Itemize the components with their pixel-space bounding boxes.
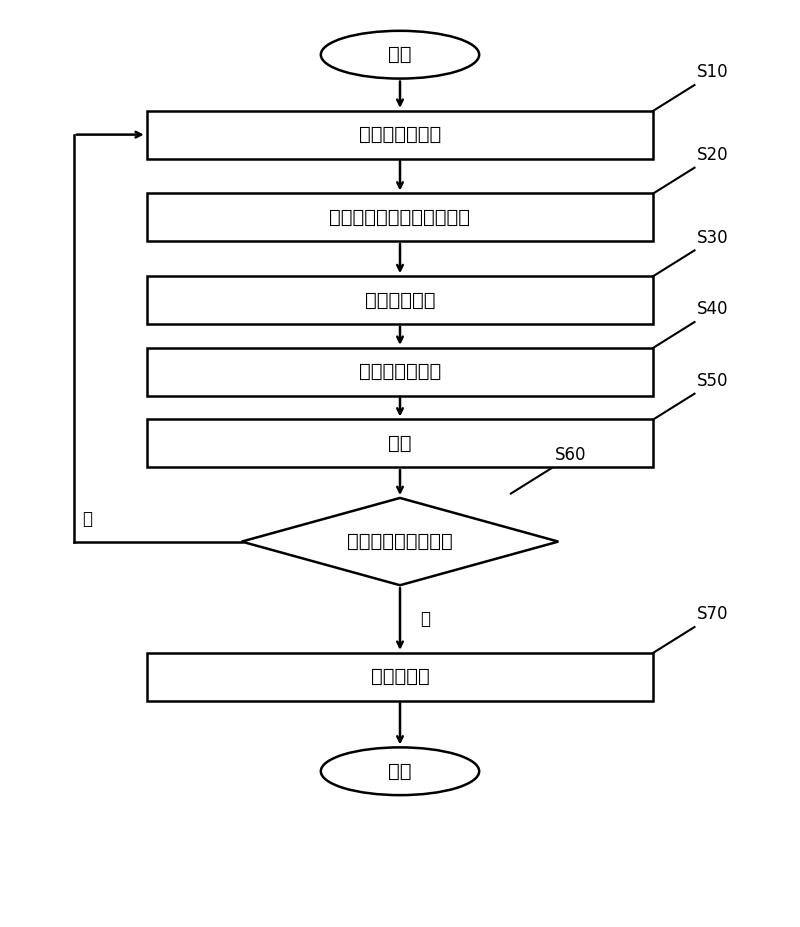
FancyBboxPatch shape bbox=[146, 110, 654, 159]
FancyBboxPatch shape bbox=[146, 419, 654, 467]
Text: 反馈: 反馈 bbox=[388, 434, 412, 452]
Polygon shape bbox=[242, 498, 558, 585]
FancyBboxPatch shape bbox=[146, 276, 654, 324]
Text: S20: S20 bbox=[697, 146, 729, 164]
Text: S10: S10 bbox=[697, 63, 729, 82]
Text: S70: S70 bbox=[697, 605, 728, 623]
Ellipse shape bbox=[321, 31, 479, 79]
Text: S60: S60 bbox=[554, 446, 586, 464]
FancyBboxPatch shape bbox=[146, 348, 654, 396]
Text: S40: S40 bbox=[697, 300, 728, 318]
Text: 停止高频振荡器: 停止高频振荡器 bbox=[359, 362, 441, 381]
Text: S30: S30 bbox=[697, 229, 729, 247]
Text: S50: S50 bbox=[697, 372, 728, 390]
Text: 启动高频振荡器: 启动高频振荡器 bbox=[359, 125, 441, 144]
Text: 随机数输出: 随机数输出 bbox=[370, 667, 430, 686]
Text: 利用亚稳态产生初始种子数: 利用亚稳态产生初始种子数 bbox=[330, 208, 470, 227]
Ellipse shape bbox=[321, 747, 479, 795]
Text: 所有位都经过处理？: 所有位都经过处理？ bbox=[347, 532, 453, 551]
Text: 计算误差扩散: 计算误差扩散 bbox=[365, 290, 435, 310]
FancyBboxPatch shape bbox=[146, 653, 654, 701]
Text: 结束: 结束 bbox=[388, 762, 412, 781]
Text: 开始: 开始 bbox=[388, 45, 412, 64]
Text: 是: 是 bbox=[420, 610, 430, 628]
Text: 否: 否 bbox=[82, 510, 92, 527]
FancyBboxPatch shape bbox=[146, 194, 654, 241]
